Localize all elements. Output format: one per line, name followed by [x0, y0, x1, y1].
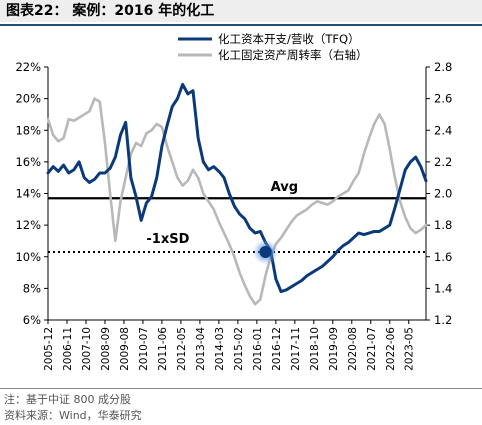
x-tick-label: 2005-12: [43, 327, 55, 371]
right-tick-label: 1.4: [434, 281, 452, 295]
note-rule: [0, 388, 482, 389]
figure-title: 图表22： 案例：2016 年的化工: [0, 0, 482, 22]
x-tick-label: 2009-08: [119, 327, 131, 371]
highlight-point: [259, 246, 272, 259]
right-tick-label: 2.0: [434, 187, 452, 201]
x-tick-label: 2020-08: [347, 327, 359, 371]
right-tick-label: 2.6: [434, 92, 452, 106]
chart-legend: 化工资本开支/营收（TFQ） 化工固定资产周转率（右轴）: [178, 32, 368, 62]
source-note: 资料来源：Wind，华泰研究: [4, 409, 142, 422]
x-tick-label: 2010-07: [138, 327, 150, 371]
series-line-turnover: [46, 97, 428, 306]
x-tick-label: 2006-11: [62, 327, 74, 371]
x-tick-label: 2021-07: [366, 327, 378, 371]
x-tick-label: 2017-11: [290, 327, 302, 371]
x-tick-label: 2022-06: [385, 327, 397, 371]
avg-label: Avg: [271, 180, 298, 195]
x-tick-label: 2012-05: [176, 327, 188, 371]
right-tick-label: 2.8: [434, 60, 452, 74]
x-tick-label: 2011-06: [157, 327, 169, 371]
x-tick-label: 2008-09: [100, 327, 112, 371]
right-tick-label: 2.2: [434, 155, 452, 169]
left-tick-label: 20%: [15, 92, 41, 106]
left-tick-label: 6%: [23, 313, 41, 327]
chart: 6% 8% 10% 12% 14% 16% 18% 20% 22% 1.2 1.4 1.6 1.8 2.0…: [15, 32, 452, 371]
x-tick-label: 2014-03: [214, 327, 226, 371]
footnote: 注：基于中证 800 成分股: [4, 393, 131, 406]
left-tick-label: 10%: [15, 250, 41, 264]
chart-axes: 6% 8% 10% 12% 14% 16% 18% 20% 22% 1.2 1.4 1.6 1.8 2.0…: [15, 60, 452, 371]
right-tick-label: 1.6: [434, 250, 452, 264]
chart-series: [46, 82, 428, 306]
right-tick-label: 2.4: [434, 123, 452, 137]
reference-lines: Avg -1xSD: [48, 180, 426, 254]
x-tick-label: 2007-10: [81, 327, 93, 371]
left-tick-label: 18%: [15, 123, 41, 137]
x-tick-label: 2019-09: [328, 327, 340, 371]
x-tick-label: 2023-05: [404, 327, 416, 371]
left-tick-label: 14%: [15, 187, 41, 201]
right-tick-label: 1.2: [434, 313, 452, 327]
left-tick-label: 22%: [15, 60, 41, 74]
left-tick-label: 16%: [15, 155, 41, 169]
x-tick-label: 2015-02: [233, 327, 245, 371]
left-tick-label: 12%: [15, 218, 41, 232]
x-tick-label: 2016-01: [252, 327, 264, 371]
x-tick-label: 2016-12: [271, 327, 283, 371]
left-tick-label: 8%: [23, 281, 41, 295]
right-tick-label: 1.8: [434, 218, 452, 232]
legend-label: 化工资本开支/营收（TFQ）: [218, 32, 360, 46]
series-line-capex: [46, 82, 428, 294]
minus-1sd-label: -1xSD: [146, 232, 189, 247]
x-tick-label: 2013-04: [195, 327, 207, 371]
legend-label: 化工固定资产周转率（右轴）: [218, 48, 368, 62]
x-tick-label: 2018-10: [309, 327, 321, 371]
title-rule: [0, 24, 482, 26]
